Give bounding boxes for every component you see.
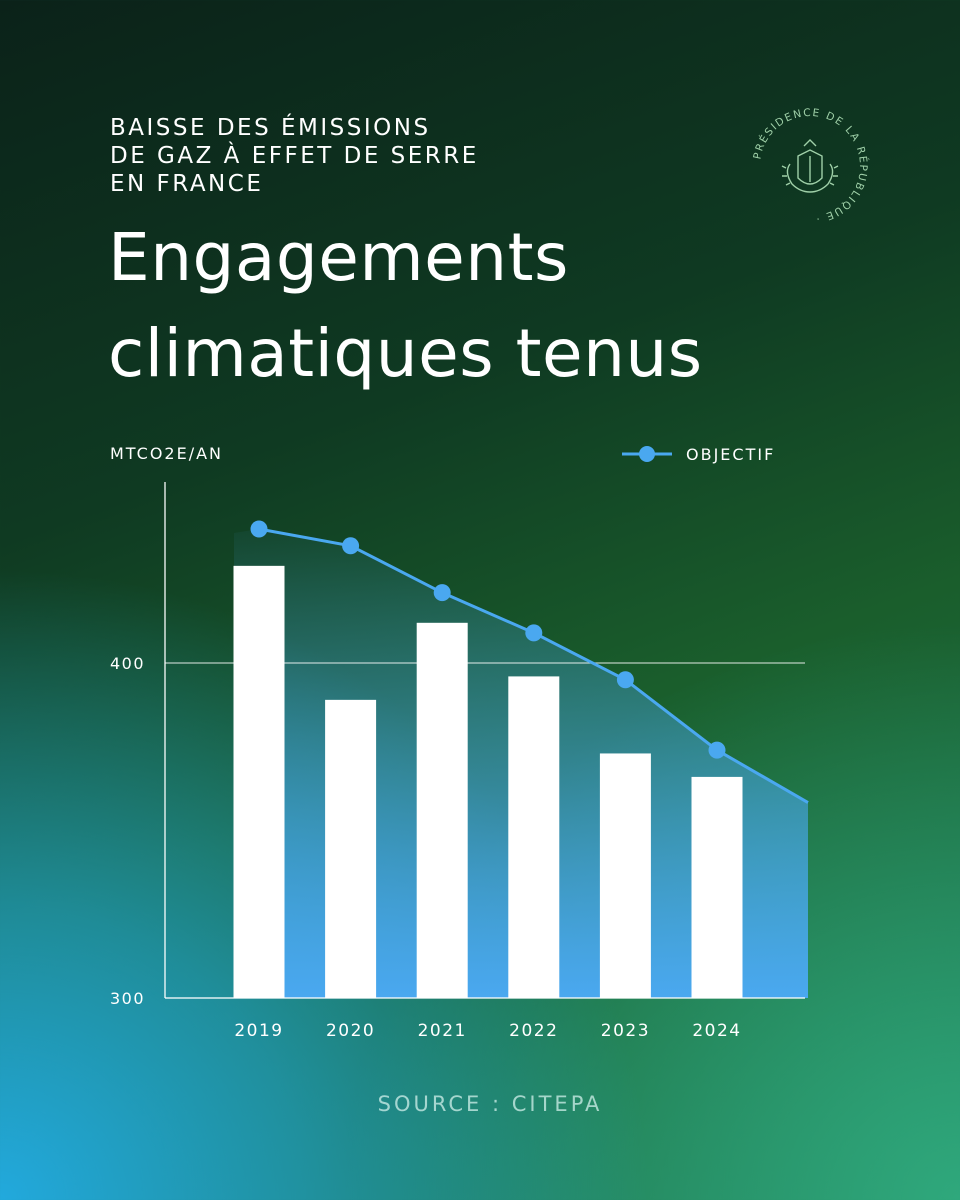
objective-point-2019 (250, 520, 268, 538)
bar-2021 (416, 622, 468, 998)
x-tick-2020: 2020 (326, 1021, 375, 1041)
legend-line-marker (622, 446, 672, 462)
x-tick-2019: 2019 (234, 1021, 283, 1041)
objective-point-2020 (342, 537, 360, 555)
y-tick-400: 400 (110, 654, 145, 673)
objective-point-2024 (708, 741, 726, 759)
x-tick-2024: 2024 (692, 1021, 741, 1041)
bar-2023 (599, 753, 651, 998)
subtitle-line-3: EN FRANCE (110, 171, 264, 197)
presidential-seal-icon: PRÉSIDENCE DE LA RÉPUBLIQUE · (751, 107, 868, 225)
page-title: Engagements climatiques tenus (108, 210, 703, 402)
chart-subtitle: BAISSE DES ÉMISSIONS DE GAZ À EFFET DE S… (110, 114, 479, 198)
legend-label: OBJECTIF (686, 444, 776, 464)
title-line-2: climatiques tenus (108, 315, 703, 392)
objective-point-2021 (433, 584, 451, 602)
bar-2022 (508, 676, 560, 998)
x-tick-2022: 2022 (509, 1021, 558, 1041)
chart-legend: OBJECTIF (622, 440, 775, 468)
subtitle-line-1: BAISSE DES ÉMISSIONS (110, 115, 431, 141)
source-note: SOURCE : CITEPA (377, 1092, 603, 1116)
x-tick-2023: 2023 (601, 1021, 650, 1041)
bar-2019 (233, 565, 285, 998)
bar-2020 (325, 699, 377, 998)
objective-point-2022 (525, 624, 543, 642)
title-line-1: Engagements (108, 219, 569, 296)
y-tick-300: 300 (110, 989, 145, 1008)
x-tick-2021: 2021 (418, 1021, 467, 1041)
subtitle-line-2: DE GAZ À EFFET DE SERRE (110, 143, 479, 169)
objective-point-2023 (616, 671, 634, 689)
y-axis-label: MTCO2E/AN (110, 444, 223, 463)
bar-2024 (691, 776, 743, 998)
